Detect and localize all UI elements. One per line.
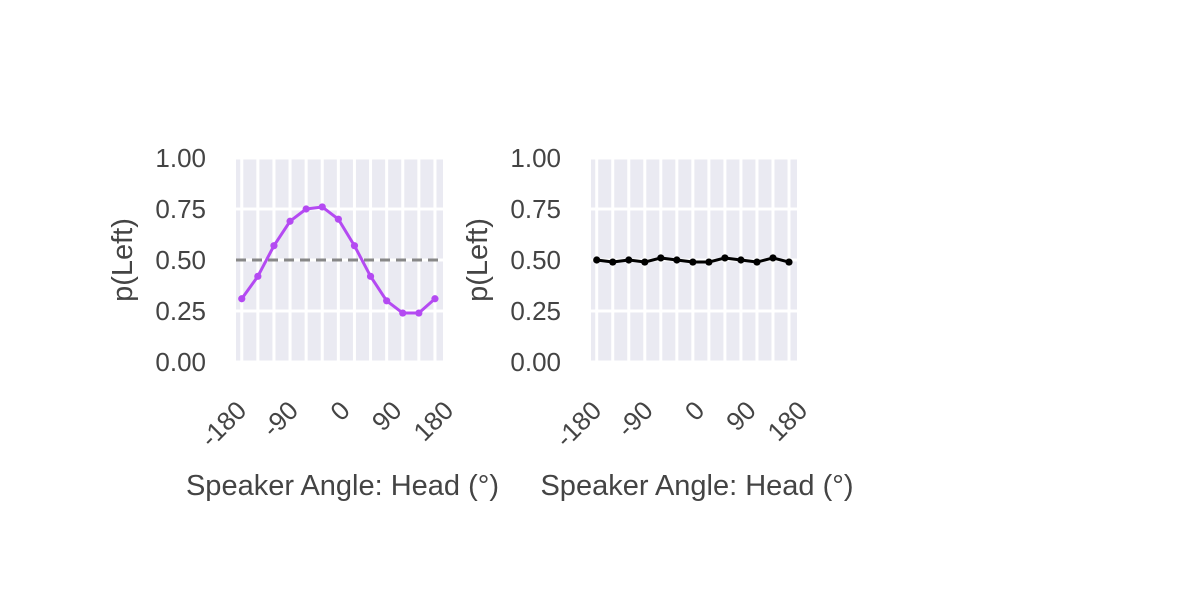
y-tick-label: 0.00: [510, 347, 561, 377]
y-tick-label: 0.25: [155, 296, 206, 326]
x-tick-label: -90: [256, 395, 304, 443]
y-tick-label: 0.50: [155, 245, 206, 275]
data-point: [286, 217, 294, 225]
data-point: [302, 205, 310, 213]
chart-panel-right: 0.00 0.25 0.50 0.75 1.00 -180 -90 0 90 180 p(Lef…: [462, 143, 854, 502]
data-point: [625, 256, 633, 264]
x-tick-label: 90: [366, 395, 408, 437]
series-group: [238, 203, 439, 317]
y-tick-label: 0.00: [155, 347, 206, 377]
data-point: [318, 203, 326, 211]
x-axis-label: Speaker Angle: Head (°): [186, 470, 499, 502]
y-tick-label: 0.75: [510, 194, 561, 224]
y-tick-label: 0.50: [510, 245, 561, 275]
x-tick-label: 0: [679, 395, 710, 426]
x-tick-label: 0: [324, 395, 355, 426]
series-group: [593, 254, 793, 266]
data-point: [254, 272, 262, 280]
data-point: [769, 254, 777, 262]
x-tick-label: -180: [194, 395, 252, 453]
data-point: [657, 254, 665, 262]
y-tick-label: 0.25: [510, 296, 561, 326]
data-point: [399, 309, 407, 317]
y-axis-label: p(Left): [107, 218, 139, 302]
y-tick-labels: 0.00 0.25 0.50 0.75 1.00: [510, 143, 561, 377]
x-tick-labels: -180 -90 0 90 180: [549, 395, 813, 453]
data-point: [334, 215, 342, 223]
x-axis-label: Speaker Angle: Head (°): [540, 470, 853, 502]
y-tick-label: 1.00: [510, 143, 561, 173]
data-point: [673, 256, 681, 264]
data-point: [705, 258, 713, 266]
data-point: [270, 242, 278, 250]
y-axis-label: p(Left): [462, 218, 494, 302]
data-point: [350, 242, 359, 250]
data-point: [753, 258, 761, 266]
data-point: [641, 258, 649, 266]
data-point: [415, 309, 423, 317]
data-point: [593, 256, 601, 264]
y-tick-label: 0.75: [155, 194, 206, 224]
data-point: [383, 297, 391, 305]
x-tick-label: 90: [720, 395, 762, 437]
x-tick-labels: -180 -90 0 90 180: [194, 395, 459, 453]
data-point: [431, 295, 439, 303]
data-point: [721, 254, 729, 262]
x-tick-label: 180: [761, 395, 813, 447]
x-tick-label: -180: [549, 395, 607, 453]
data-point: [689, 258, 697, 266]
y-tick-labels: 0.00 0.25 0.50 0.75 1.00: [155, 143, 206, 377]
chart-panel-left: 0.00 0.25 0.50 0.75 1.00 -180 -90 0 90 180 p(Lef…: [107, 143, 499, 502]
x-tick-label: -90: [611, 395, 659, 443]
y-tick-label: 1.00: [155, 143, 206, 173]
data-point: [238, 295, 246, 303]
data-point: [785, 258, 793, 266]
data-point: [737, 256, 745, 264]
x-tick-label: 180: [407, 395, 459, 447]
data-point: [609, 258, 617, 266]
data-point: [366, 272, 375, 280]
